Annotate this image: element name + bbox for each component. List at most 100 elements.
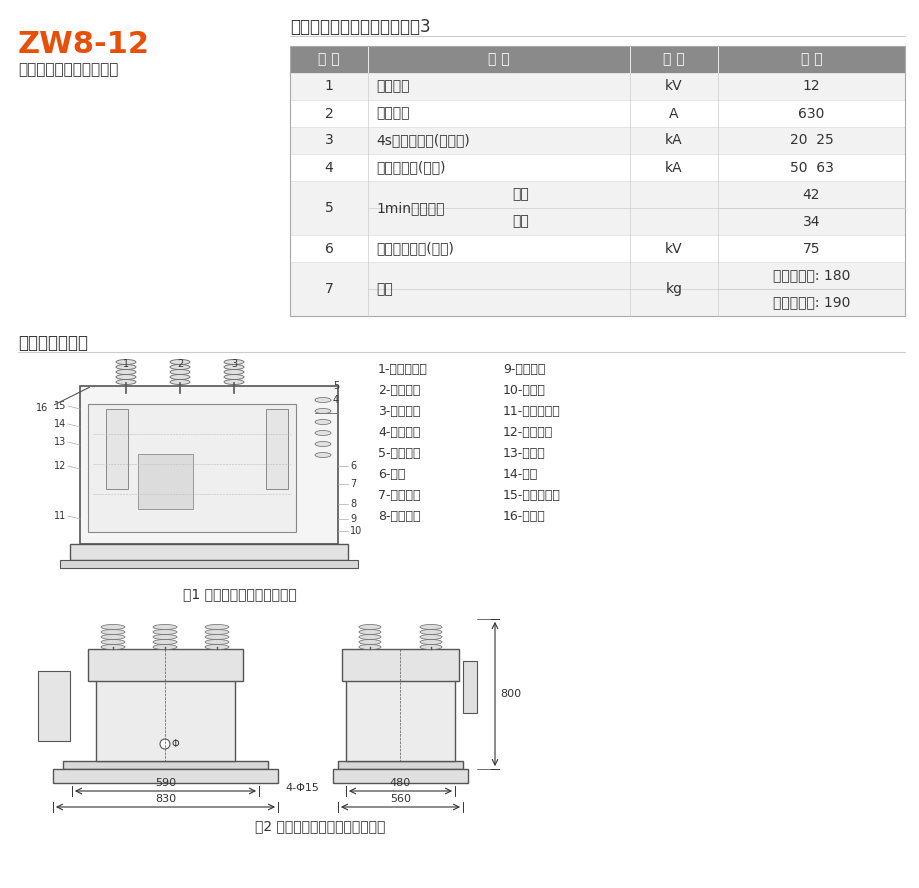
Bar — [106, 409, 128, 489]
Text: 6: 6 — [324, 242, 333, 256]
Text: 34: 34 — [802, 215, 820, 228]
Text: 5: 5 — [324, 201, 333, 215]
Ellipse shape — [358, 624, 380, 630]
Bar — [62, 761, 267, 769]
Text: 13: 13 — [53, 437, 66, 447]
Bar — [717, 46, 904, 73]
Text: 4-分闸弹簧: 4-分闸弹簧 — [378, 426, 420, 439]
Bar — [289, 100, 904, 127]
Text: 590: 590 — [154, 778, 176, 788]
Text: 6-拐臂: 6-拐臂 — [378, 468, 405, 481]
Text: 4: 4 — [324, 161, 333, 175]
Text: 4: 4 — [333, 395, 339, 405]
Bar — [289, 154, 904, 181]
Text: 42: 42 — [802, 187, 820, 202]
Text: 8-触头推杆: 8-触头推杆 — [378, 510, 420, 523]
Ellipse shape — [205, 639, 229, 645]
Ellipse shape — [170, 375, 190, 379]
Text: 20  25: 20 25 — [789, 133, 833, 147]
Text: 50  63: 50 63 — [789, 161, 833, 175]
Text: 户外高压交流真空断路器: 户外高压交流真空断路器 — [18, 62, 119, 77]
Text: Φ: Φ — [172, 739, 179, 749]
Ellipse shape — [420, 635, 441, 639]
Text: 图1 断路器本体内部结构示意: 图1 断路器本体内部结构示意 — [183, 587, 297, 601]
Text: 800: 800 — [499, 689, 520, 699]
Ellipse shape — [116, 375, 136, 379]
Text: 12: 12 — [801, 80, 820, 93]
Bar — [462, 661, 476, 713]
Ellipse shape — [420, 630, 441, 635]
Ellipse shape — [314, 431, 331, 435]
Circle shape — [160, 739, 170, 749]
Text: kV: kV — [664, 242, 682, 256]
Text: 外形及安装尺寸: 外形及安装尺寸 — [18, 334, 88, 352]
Text: 9: 9 — [349, 514, 356, 524]
Bar — [289, 46, 904, 316]
Text: 7: 7 — [324, 282, 333, 296]
Bar — [346, 677, 455, 761]
Text: 额定电流: 额定电流 — [376, 107, 409, 121]
Bar — [368, 46, 630, 73]
Text: 830: 830 — [154, 794, 176, 804]
Text: 14: 14 — [53, 419, 66, 429]
Text: 560: 560 — [390, 794, 411, 804]
Ellipse shape — [223, 379, 244, 385]
Ellipse shape — [153, 645, 176, 649]
Text: 干试: 干试 — [512, 187, 528, 202]
Ellipse shape — [358, 645, 380, 649]
Ellipse shape — [101, 639, 125, 645]
Bar — [266, 409, 288, 489]
Ellipse shape — [170, 369, 190, 375]
Text: kg: kg — [664, 282, 682, 296]
Text: 图2 断路器外形尺寸及安装尺寸图: 图2 断路器外形尺寸及安装尺寸图 — [255, 819, 385, 833]
Ellipse shape — [314, 441, 331, 447]
Ellipse shape — [314, 453, 331, 457]
Text: 11-真空灭弧室: 11-真空灭弧室 — [503, 405, 561, 418]
Ellipse shape — [205, 630, 229, 635]
Text: 1-分闸缓冲器: 1-分闸缓冲器 — [378, 363, 427, 376]
Ellipse shape — [314, 408, 331, 414]
Ellipse shape — [223, 364, 244, 369]
Text: kA: kA — [664, 161, 682, 175]
Bar — [70, 544, 347, 560]
Text: 9-动端支架: 9-动端支架 — [503, 363, 545, 376]
Text: 湿试: 湿试 — [512, 215, 528, 228]
Ellipse shape — [153, 635, 176, 639]
Ellipse shape — [358, 635, 380, 639]
Ellipse shape — [358, 639, 380, 645]
Text: 配电动机构: 190: 配电动机构: 190 — [772, 296, 849, 310]
Text: 10: 10 — [349, 526, 362, 536]
Bar — [60, 560, 357, 568]
Text: 1: 1 — [123, 359, 129, 369]
Text: 630: 630 — [798, 107, 823, 121]
Text: 15-电流互感器: 15-电流互感器 — [503, 489, 561, 502]
Text: 序 号: 序 号 — [318, 52, 339, 67]
Bar — [96, 677, 234, 761]
Ellipse shape — [153, 630, 176, 635]
Ellipse shape — [101, 630, 125, 635]
Text: 3: 3 — [324, 133, 333, 147]
Text: 8: 8 — [349, 499, 356, 509]
Bar — [138, 454, 193, 509]
Ellipse shape — [116, 364, 136, 369]
Ellipse shape — [170, 364, 190, 369]
Ellipse shape — [314, 419, 331, 424]
Ellipse shape — [205, 624, 229, 630]
Ellipse shape — [223, 369, 244, 375]
Text: ZW8-12: ZW8-12 — [18, 30, 150, 59]
Text: kA: kA — [664, 133, 682, 147]
Bar — [88, 404, 296, 532]
Text: 480: 480 — [390, 778, 411, 788]
Text: 1: 1 — [324, 80, 333, 93]
Text: 12-静端支架: 12-静端支架 — [503, 426, 552, 439]
Text: 2: 2 — [176, 359, 183, 369]
Text: A: A — [668, 107, 678, 121]
Text: 16-导电杆: 16-导电杆 — [503, 510, 545, 523]
Text: 7-触头弹簧: 7-触头弹簧 — [378, 489, 420, 502]
Text: 7: 7 — [349, 479, 356, 489]
Ellipse shape — [420, 645, 441, 649]
Text: 10-软联结: 10-软联结 — [503, 384, 545, 397]
Text: 组合断路器主要技术参数见表3: 组合断路器主要技术参数见表3 — [289, 18, 430, 36]
Bar — [630, 46, 717, 73]
Ellipse shape — [101, 624, 125, 630]
